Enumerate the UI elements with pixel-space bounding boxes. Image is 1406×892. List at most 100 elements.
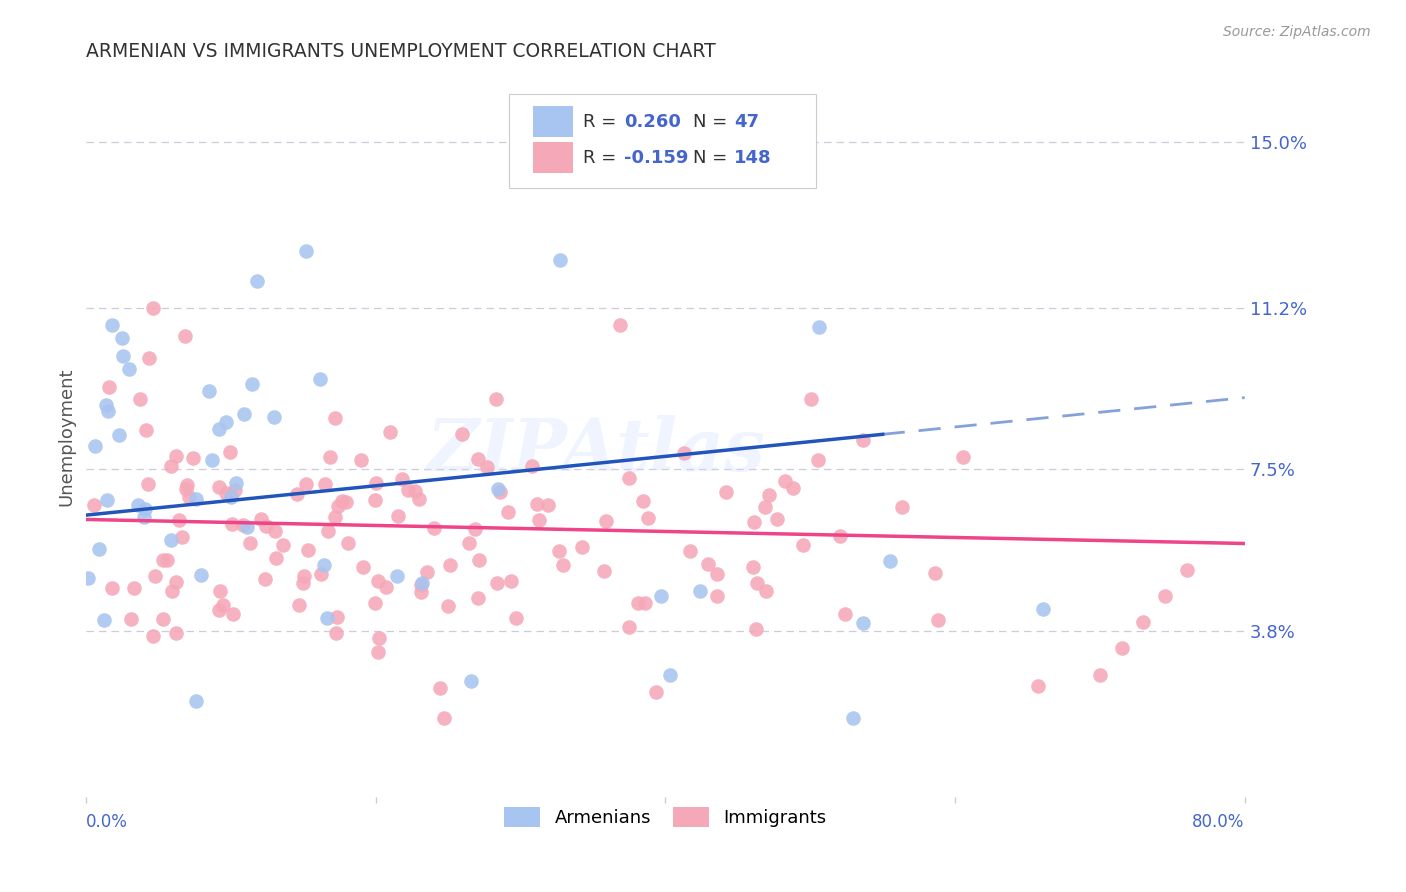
Point [529,513,551,527]
Point [335,495,357,509]
Point [800,392,823,406]
Point [439,558,461,573]
Point [295,476,318,491]
Point [773,474,796,488]
Point [367,644,389,658]
Point [433,711,456,725]
Point [1026,679,1049,693]
Y-axis label: Unemployment: Unemployment [58,368,75,506]
Point [350,452,373,467]
Point [631,494,654,508]
Point [77,571,100,585]
Point [224,483,246,497]
Point [627,596,650,610]
Point [264,551,287,566]
FancyBboxPatch shape [533,143,572,173]
Point [215,486,238,500]
Point [122,581,145,595]
Point [792,538,814,552]
Point [637,511,659,525]
Point [411,576,433,591]
Point [292,569,315,583]
Point [225,476,247,491]
Point [233,407,256,421]
Point [271,538,294,552]
Point [215,415,238,429]
Point [315,611,337,625]
Point [551,558,574,572]
Point [221,516,243,531]
Point [170,529,193,543]
Point [593,564,616,578]
Point [808,320,831,334]
Point [416,565,439,579]
Point [263,409,285,424]
Point [366,475,388,490]
Point [537,499,560,513]
Point [184,491,207,506]
Text: -0.159: -0.159 [624,149,688,167]
Point [208,422,231,436]
Point [287,598,309,612]
Point [924,566,946,580]
Point [134,501,156,516]
Point [176,477,198,491]
Point [548,252,571,267]
Point [423,521,446,535]
Point [295,244,318,258]
Point [98,380,121,394]
Point [100,582,122,596]
Point [246,275,269,289]
Point [467,451,489,466]
Point [754,500,776,514]
Point [617,620,640,634]
Point [143,568,166,582]
Point [312,558,335,572]
Point [404,484,426,499]
Point [385,569,408,583]
Point [325,609,347,624]
Point [1154,589,1177,603]
Point [475,459,498,474]
Point [807,453,830,467]
Point [297,543,319,558]
Point [634,596,657,610]
Point [120,611,142,625]
Point [706,589,728,603]
Point [232,517,254,532]
Point [363,492,385,507]
Point [336,536,359,550]
Point [1132,615,1154,629]
Point [141,301,163,315]
Point [316,524,339,539]
Point [209,584,232,599]
Point [101,318,124,332]
Point [184,694,207,708]
Point [609,318,631,332]
Text: N =: N = [693,112,734,130]
Point [93,613,115,627]
Point [467,552,489,566]
Point [927,613,949,627]
Point [285,487,308,501]
Point [107,427,129,442]
Point [464,522,486,536]
Point [650,589,672,603]
Point [852,433,875,447]
Point [380,425,402,439]
Point [201,452,224,467]
Point [138,351,160,365]
Point [741,560,763,574]
Point [367,631,389,645]
Point [264,524,287,538]
Text: 47: 47 [734,112,759,130]
Point [486,482,509,496]
Point [118,361,141,376]
Text: Source: ZipAtlas.com: Source: ZipAtlas.com [1223,25,1371,39]
Point [325,626,347,640]
Point [253,572,276,586]
Point [852,615,875,630]
Point [408,492,430,507]
Point [387,508,409,523]
Text: 148: 148 [734,149,772,167]
